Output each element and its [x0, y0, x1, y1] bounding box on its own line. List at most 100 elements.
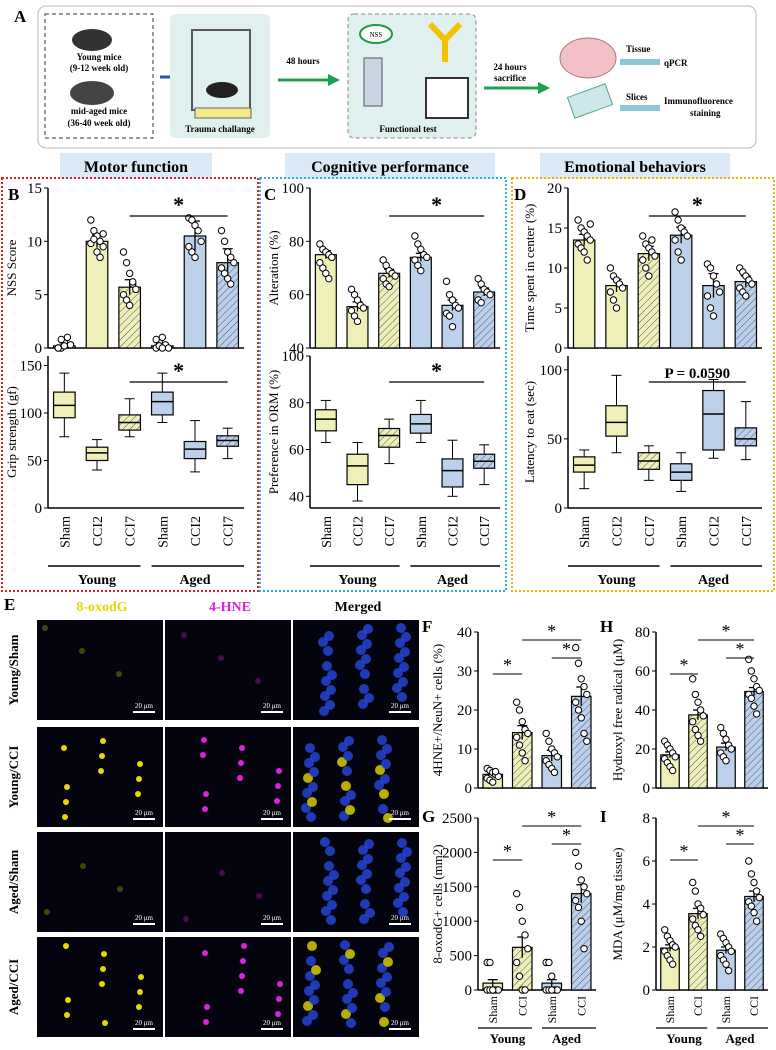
box: [314, 409, 337, 432]
box: [702, 389, 725, 451]
micro-signal: [401, 862, 411, 872]
microscopy-grid: Young/Sham 20 μm 20 μm 20 μm Young/CCI 20 μm 2…: [6, 620, 419, 1037]
x-tick-label: CCI2: [708, 516, 723, 546]
data-point: [691, 690, 700, 699]
data-point: [90, 235, 98, 243]
data-point: [515, 741, 524, 749]
micro-signal: [323, 646, 333, 656]
data-point: [223, 248, 232, 256]
micro-signal: [380, 774, 390, 784]
micro-signal: [329, 870, 339, 880]
trauma-label: Trauma challange: [185, 124, 255, 134]
micro-signal: [239, 973, 245, 979]
x-tick-label: Sham: [719, 995, 733, 1023]
micro-signal: [377, 735, 387, 745]
data-point: [571, 698, 580, 706]
data-point: [477, 298, 485, 307]
data-point: [580, 248, 588, 256]
micro-signal: [202, 806, 208, 812]
data-point: [230, 258, 238, 267]
nss-badge-label: NSS: [370, 31, 383, 39]
data-point: [709, 272, 718, 280]
micro-signal: [328, 885, 338, 895]
micro-signal: [363, 624, 373, 634]
data-point: [699, 911, 707, 919]
group-label-young: Young: [78, 573, 116, 588]
data-point: [755, 686, 763, 695]
micro-signal: [181, 632, 187, 638]
micro-image-1: [165, 832, 291, 932]
data-point: [164, 344, 173, 352]
data-point: [727, 947, 735, 955]
data-point: [577, 917, 585, 925]
data-point: [639, 256, 647, 264]
micro-signal: [42, 625, 48, 631]
data-point: [683, 232, 691, 240]
y-tick-label: 2: [643, 940, 651, 956]
y-tick-label: 2000: [442, 845, 472, 861]
data-point: [674, 216, 682, 224]
micro-signal: [203, 791, 209, 797]
micro-signal: [65, 997, 71, 1003]
data-point: [689, 718, 697, 726]
micro-image-2: [293, 832, 419, 932]
y-tick-label: 100: [282, 349, 305, 365]
sig-star: *: [736, 825, 745, 845]
data-point: [609, 296, 618, 304]
micro-signal: [382, 744, 392, 754]
group-label-young: Young: [666, 1031, 702, 1046]
data-point: [518, 917, 526, 925]
data-point: [651, 252, 659, 260]
micro-signal: [308, 782, 318, 792]
data-point: [648, 236, 656, 244]
data-point: [586, 220, 594, 228]
x-tick-label: CCI: [574, 996, 588, 1016]
data-point: [524, 945, 532, 953]
arrow-48h-label: 48 hours: [286, 56, 320, 66]
y-tick-label: 60: [635, 664, 650, 680]
micro-signal: [306, 812, 316, 822]
data-point: [132, 285, 140, 294]
data-point: [712, 280, 721, 288]
data-point: [703, 292, 712, 300]
data-point: [328, 253, 336, 262]
data-point: [454, 304, 463, 312]
header-motor-label: Motor function: [84, 159, 188, 176]
panel-letter-g: G: [422, 807, 435, 826]
micro-signal: [382, 972, 392, 982]
data-point: [423, 253, 431, 262]
young-mouse-icon: [72, 29, 112, 51]
micro-image-0: [37, 727, 163, 827]
scale-bar-label: 20 μm: [135, 702, 154, 710]
micro-signal: [44, 909, 50, 915]
y-tick-label: 1500: [442, 880, 472, 896]
data-point: [722, 735, 730, 743]
micro-signal: [101, 951, 107, 957]
data-point: [489, 778, 497, 786]
y-tick-label: 50: [27, 454, 42, 470]
y-tick-label: 0: [643, 781, 651, 797]
data-point: [227, 280, 235, 288]
y-tick-label: 10: [547, 261, 562, 277]
y-axis-label: MDA (μM/mg tissue): [610, 847, 625, 960]
micro-signal: [343, 751, 353, 761]
data-point: [512, 733, 521, 741]
sig-star: *: [562, 825, 571, 845]
micro-signal: [364, 693, 374, 703]
arrow-sacrifice-label: sacrifice: [494, 73, 526, 83]
micro-signal: [137, 761, 143, 767]
x-tick-label: Sham: [156, 516, 171, 548]
micro-signal: [238, 760, 244, 766]
data-point: [706, 304, 715, 312]
micro-signal: [79, 648, 85, 654]
data-point: [694, 698, 702, 706]
data-point: [715, 288, 724, 296]
micro-signal: [400, 647, 410, 657]
header-emotional: [540, 153, 730, 179]
data-point: [512, 889, 521, 898]
data-point: [671, 753, 679, 761]
y-tick-label: 15: [547, 221, 562, 237]
micro-image-0: [37, 937, 163, 1037]
